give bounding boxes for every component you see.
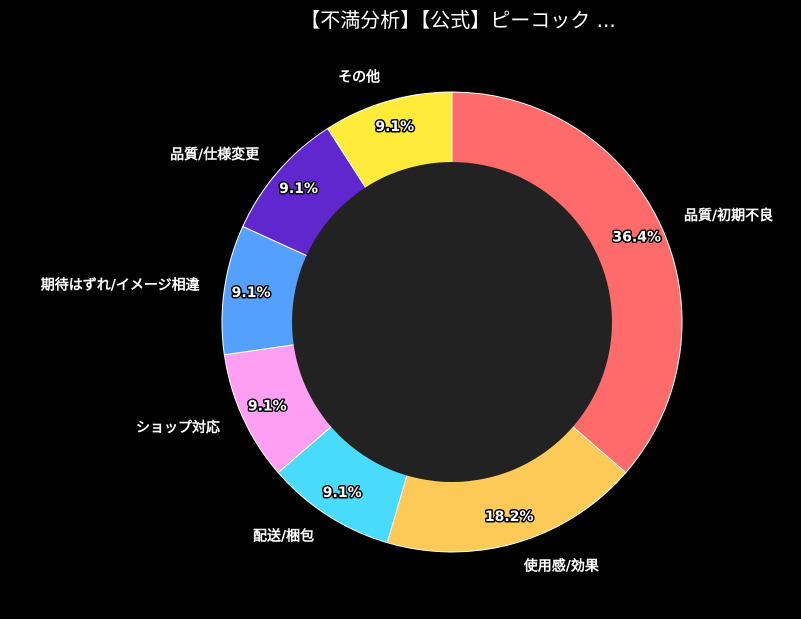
percent-label-5: 9.1% xyxy=(279,181,318,197)
donut-hole xyxy=(292,162,612,482)
percent-label-3: 9.1% xyxy=(248,398,287,414)
category-label-5: 品質/仕様変更 xyxy=(170,146,260,163)
category-label-0: 品質/初期不良 xyxy=(684,207,773,224)
percent-label-0: 36.4% xyxy=(612,230,661,246)
category-label-4: 期待はずれ/イメージ相違 xyxy=(41,277,200,294)
percent-label-2: 9.1% xyxy=(323,485,362,501)
category-label-2: 配送/梱包 xyxy=(253,528,314,545)
category-label-1: 使用感/効果 xyxy=(523,558,600,575)
percent-label-6: 9.1% xyxy=(375,119,414,135)
category-label-6: その他 xyxy=(338,68,380,85)
category-label-3: ショップ対応 xyxy=(136,419,220,436)
percent-label-group: 36.4% 18.2% 9.1% 9.1% 9.1% 9.1% 9.1% xyxy=(230,118,662,527)
percent-label-4: 9.1% xyxy=(232,285,271,301)
percent-label-1: 18.2% xyxy=(485,509,534,525)
chart-title: 【不満分析】【公式】ピーコック ... xyxy=(300,8,615,32)
